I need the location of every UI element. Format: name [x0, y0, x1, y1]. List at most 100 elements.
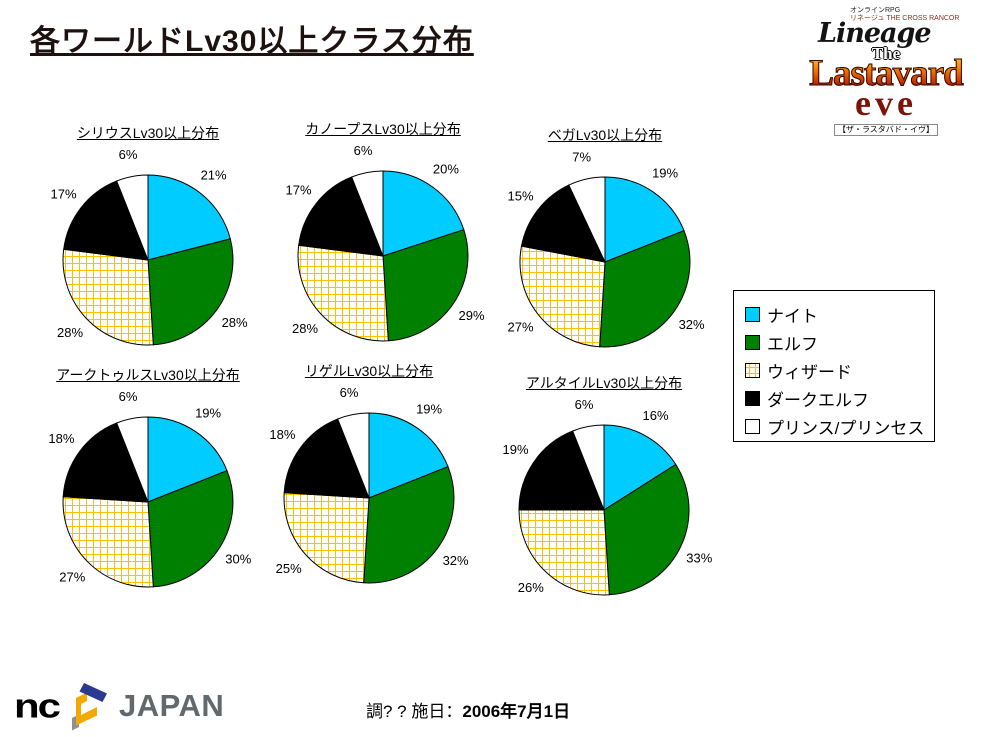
logo-the-text: The: [792, 44, 980, 64]
pie-slice-プリンス/プリンセス: [572, 424, 605, 511]
legend-item-knight: ナイト: [745, 300, 934, 328]
pie-percent-label: 20%: [433, 161, 459, 176]
chart-title-altair: アルタイルLv30以上分布: [525, 375, 683, 391]
pie-slice-プリンス/プリンセス: [337, 412, 370, 499]
pie-svg-arcturus: 19% 30% 27% 18% 6%: [48, 389, 252, 588]
survey-date-value: 2006年7月1日: [462, 702, 571, 721]
legend-item-elf: エルフ: [745, 328, 934, 356]
legend-label-darkelf: ダークエルフ: [767, 390, 869, 410]
pie-slice-プリンス/プリンセス: [351, 170, 384, 257]
legend-item-darkelf: ダークエルフ: [745, 384, 934, 412]
lineage-script-text: Lineage: [818, 18, 932, 49]
pie-percent-label: 6%: [354, 143, 373, 158]
pie-slice-エルフ: [599, 230, 691, 348]
chart-title-sirius: シリウスLv30以上分布: [76, 125, 220, 141]
logo-subtitle-wrap: 【ザ・ラスタバド・イヴ】: [792, 119, 980, 137]
pie-chart-rigel: リゲルLv30以上分布 19% 32% 25% 18% 6%: [244, 362, 494, 622]
knight-swatch-icon: [745, 306, 760, 322]
page-title: 各ワールドLv30以上クラス分布: [30, 25, 474, 58]
pie-percent-label: 19%: [416, 402, 442, 417]
logo-eve-text: eve: [855, 83, 917, 123]
pie-percent-label: 30%: [225, 551, 251, 566]
logo-lastavard-text: Lastavard: [792, 52, 980, 95]
pie-slice-ダークエルフ: [518, 430, 605, 511]
pie-percent-label: 29%: [458, 308, 484, 323]
pie-slice-ウィザード: [62, 248, 154, 346]
pie-slice-エルフ: [382, 229, 469, 342]
pie-percent-label: 27%: [59, 570, 85, 585]
pie-slice-ウィザード: [283, 492, 370, 584]
pie-percent-label: 27%: [507, 320, 533, 335]
pie-slice-プリンス/プリンセス: [116, 174, 149, 261]
nc-logo-text: nc: [14, 686, 61, 725]
pie-slice-ナイト: [604, 176, 685, 263]
legend-label-wizard: ウィザード: [767, 362, 852, 382]
chart-title-canopus: カノープスLv30以上分布: [305, 121, 461, 137]
pie-percent-label: 6%: [575, 397, 594, 412]
legend-label-prince: プリンス/プリンセス: [767, 418, 925, 438]
pie-percent-label: 26%: [518, 580, 544, 595]
pie-svg-vega: 19% 32% 27% 15% 7%: [507, 150, 705, 348]
pie-percent-label: 21%: [201, 168, 227, 183]
pie-percent-label: 19%: [502, 442, 528, 457]
elf-swatch-icon: [745, 334, 760, 350]
pie-percent-label: 16%: [642, 408, 668, 423]
legend-item-prince: プリンス/プリンセス: [745, 412, 934, 440]
pie-slice-ダークエルフ: [298, 176, 384, 257]
survey-date-label: 調? ? 施日：: [366, 702, 463, 721]
pie-percent-label: 18%: [48, 431, 74, 446]
nc-japan-logo: nc JAPAN: [14, 681, 224, 731]
wizard-swatch-icon: [745, 362, 760, 378]
pie-percent-label: 25%: [276, 561, 302, 576]
chart-title-arcturus: アークトゥルスLv30以上分布: [56, 367, 240, 383]
pie-percent-label: 32%: [443, 553, 469, 568]
pie-percent-label: 17%: [285, 182, 311, 197]
pie-percent-label: 28%: [292, 321, 318, 336]
pie-slice-ナイト: [368, 412, 449, 499]
pie-chart-canopus: カノープスLv30以上分布 20% 29% 28% 17% 6%: [258, 120, 508, 380]
pie-percent-label: 17%: [50, 186, 76, 201]
pie-percent-label: 19%: [652, 166, 678, 181]
pie-slice-ダークエルフ: [63, 180, 149, 261]
pie-slice-エルフ: [363, 466, 455, 584]
survey-date: 調? ? 施日：2006年7月1日: [366, 697, 570, 722]
pie-percent-label: 15%: [507, 188, 533, 203]
lineage-lastavard-logo: オンラインRPG リネージュ THE CROSS RANCOR Lineage …: [792, 2, 980, 136]
pie-slice-ナイト: [147, 174, 231, 261]
class-legend: ナイト エルフ ウィザード ダークエルフ プリンス/プリンセス: [733, 290, 935, 442]
pie-slice-ナイト: [603, 424, 677, 511]
pie-slice-ダークエルフ: [62, 422, 149, 503]
pie-slice-ナイト: [147, 416, 228, 503]
legend-label-knight: ナイト: [767, 306, 818, 326]
nc-cube-icon: [72, 683, 108, 731]
pie-svg-sirius: 21% 28% 28% 17% 6%: [50, 147, 248, 346]
pie-slice-エルフ: [603, 463, 690, 596]
pie-svg-altair: 16% 33% 26% 19% 6%: [502, 397, 713, 596]
pie-percent-label: 6%: [119, 389, 138, 404]
pie-svg-rigel: 19% 32% 25% 18% 6%: [269, 385, 469, 584]
pie-slice-ウィザード: [297, 244, 389, 342]
pie-slice-ウィザード: [519, 245, 606, 348]
pie-percent-label: 32%: [679, 317, 705, 332]
darkelf-swatch-icon: [745, 390, 760, 406]
pie-chart-arcturus: アークトゥルスLv30以上分布 19% 30% 27% 18% 6%: [23, 366, 273, 626]
legend-item-wizard: ウィザード: [745, 356, 934, 384]
logo-tiny-line1: オンラインRPG: [850, 7, 901, 14]
pie-chart-sirius: シリウスLv30以上分布 21% 28% 28% 17% 6%: [23, 124, 273, 384]
prince-swatch-icon: [745, 418, 760, 434]
pie-percent-label: 18%: [269, 427, 295, 442]
pie-percent-label: 6%: [340, 385, 359, 400]
legend-label-elf: エルフ: [767, 334, 818, 354]
chart-title-vega: ベガLv30以上分布: [547, 127, 663, 143]
chart-title-rigel: リゲルLv30以上分布: [304, 363, 434, 379]
pie-percent-label: 28%: [222, 315, 248, 330]
pie-slice-ダークエルフ: [283, 418, 370, 499]
pie-slice-エルフ: [147, 238, 234, 346]
pie-slice-エルフ: [147, 470, 234, 588]
pie-svg-canopus: 20% 29% 28% 17% 6%: [285, 143, 485, 342]
pie-slice-ダークエルフ: [520, 184, 606, 263]
pie-slice-プリンス/プリンセス: [116, 416, 149, 503]
pie-percent-label: 19%: [195, 406, 221, 421]
logo-tiny-text: オンラインRPG リネージュ THE CROSS RANCOR: [850, 7, 959, 23]
